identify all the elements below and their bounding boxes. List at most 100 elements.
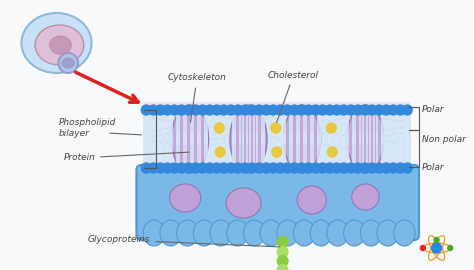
Ellipse shape: [50, 36, 71, 54]
Ellipse shape: [310, 220, 332, 246]
Ellipse shape: [244, 220, 265, 246]
Ellipse shape: [360, 220, 382, 246]
Circle shape: [170, 105, 179, 115]
Circle shape: [381, 105, 391, 115]
Circle shape: [183, 105, 193, 115]
Circle shape: [233, 163, 243, 173]
Circle shape: [283, 105, 292, 115]
Text: Cholesterol: Cholesterol: [268, 70, 319, 122]
Circle shape: [212, 163, 222, 173]
Ellipse shape: [193, 220, 215, 246]
Circle shape: [277, 247, 288, 258]
Circle shape: [388, 105, 398, 115]
Ellipse shape: [344, 220, 365, 246]
Ellipse shape: [226, 188, 261, 218]
Circle shape: [304, 163, 313, 173]
Circle shape: [310, 163, 320, 173]
Ellipse shape: [394, 220, 415, 246]
Circle shape: [198, 105, 208, 115]
Circle shape: [388, 163, 398, 173]
Ellipse shape: [377, 220, 399, 246]
Circle shape: [177, 105, 186, 115]
Ellipse shape: [21, 13, 91, 73]
Circle shape: [325, 163, 335, 173]
Circle shape: [277, 265, 288, 270]
Circle shape: [395, 105, 405, 115]
Circle shape: [205, 163, 215, 173]
Circle shape: [261, 163, 271, 173]
Circle shape: [374, 163, 384, 173]
Circle shape: [360, 105, 370, 115]
FancyBboxPatch shape: [137, 165, 419, 240]
Circle shape: [247, 163, 257, 173]
Circle shape: [290, 163, 299, 173]
Circle shape: [212, 105, 222, 115]
Polygon shape: [144, 102, 409, 175]
Circle shape: [367, 105, 377, 115]
Circle shape: [346, 105, 356, 115]
Circle shape: [402, 105, 412, 115]
Circle shape: [332, 105, 342, 115]
Ellipse shape: [143, 220, 164, 246]
Ellipse shape: [62, 58, 74, 68]
Text: Polar: Polar: [422, 106, 445, 114]
Circle shape: [402, 163, 412, 173]
Circle shape: [395, 163, 405, 173]
Circle shape: [318, 105, 328, 115]
Circle shape: [339, 163, 349, 173]
Ellipse shape: [352, 184, 379, 210]
Circle shape: [325, 105, 335, 115]
Circle shape: [261, 105, 271, 115]
Circle shape: [283, 163, 292, 173]
Circle shape: [254, 105, 264, 115]
Text: Glycoproteins: Glycoproteins: [88, 235, 280, 247]
Circle shape: [240, 163, 250, 173]
Ellipse shape: [160, 220, 182, 246]
Circle shape: [434, 238, 439, 242]
Circle shape: [367, 163, 377, 173]
Ellipse shape: [230, 105, 267, 173]
Circle shape: [275, 163, 285, 173]
Circle shape: [360, 163, 370, 173]
Text: Protein: Protein: [64, 152, 189, 163]
Circle shape: [310, 105, 320, 115]
Circle shape: [277, 255, 288, 266]
Circle shape: [268, 105, 278, 115]
Circle shape: [141, 105, 151, 115]
Circle shape: [191, 105, 201, 115]
Circle shape: [353, 163, 363, 173]
Circle shape: [353, 105, 363, 115]
Circle shape: [226, 163, 236, 173]
Circle shape: [214, 123, 224, 133]
Text: Non polar: Non polar: [422, 136, 466, 144]
Circle shape: [432, 243, 441, 253]
Ellipse shape: [177, 220, 198, 246]
Text: Phospholipid
bilayer: Phospholipid bilayer: [58, 118, 116, 138]
Circle shape: [58, 53, 78, 73]
Circle shape: [155, 105, 165, 115]
Text: Cytoskeleton: Cytoskeleton: [168, 73, 227, 122]
Ellipse shape: [172, 105, 209, 173]
Circle shape: [275, 105, 285, 115]
Ellipse shape: [277, 220, 298, 246]
Circle shape: [346, 163, 356, 173]
Circle shape: [254, 163, 264, 173]
Circle shape: [148, 163, 158, 173]
Circle shape: [290, 105, 299, 115]
Circle shape: [277, 237, 288, 248]
Circle shape: [183, 163, 193, 173]
Circle shape: [148, 105, 158, 115]
Ellipse shape: [293, 220, 315, 246]
Circle shape: [240, 105, 250, 115]
Circle shape: [297, 163, 306, 173]
Circle shape: [219, 163, 228, 173]
Circle shape: [163, 105, 172, 115]
Circle shape: [219, 105, 228, 115]
Ellipse shape: [347, 105, 384, 173]
Ellipse shape: [327, 220, 348, 246]
Circle shape: [448, 245, 453, 251]
Ellipse shape: [170, 184, 201, 212]
Circle shape: [420, 245, 425, 251]
Circle shape: [226, 105, 236, 115]
Circle shape: [339, 105, 349, 115]
